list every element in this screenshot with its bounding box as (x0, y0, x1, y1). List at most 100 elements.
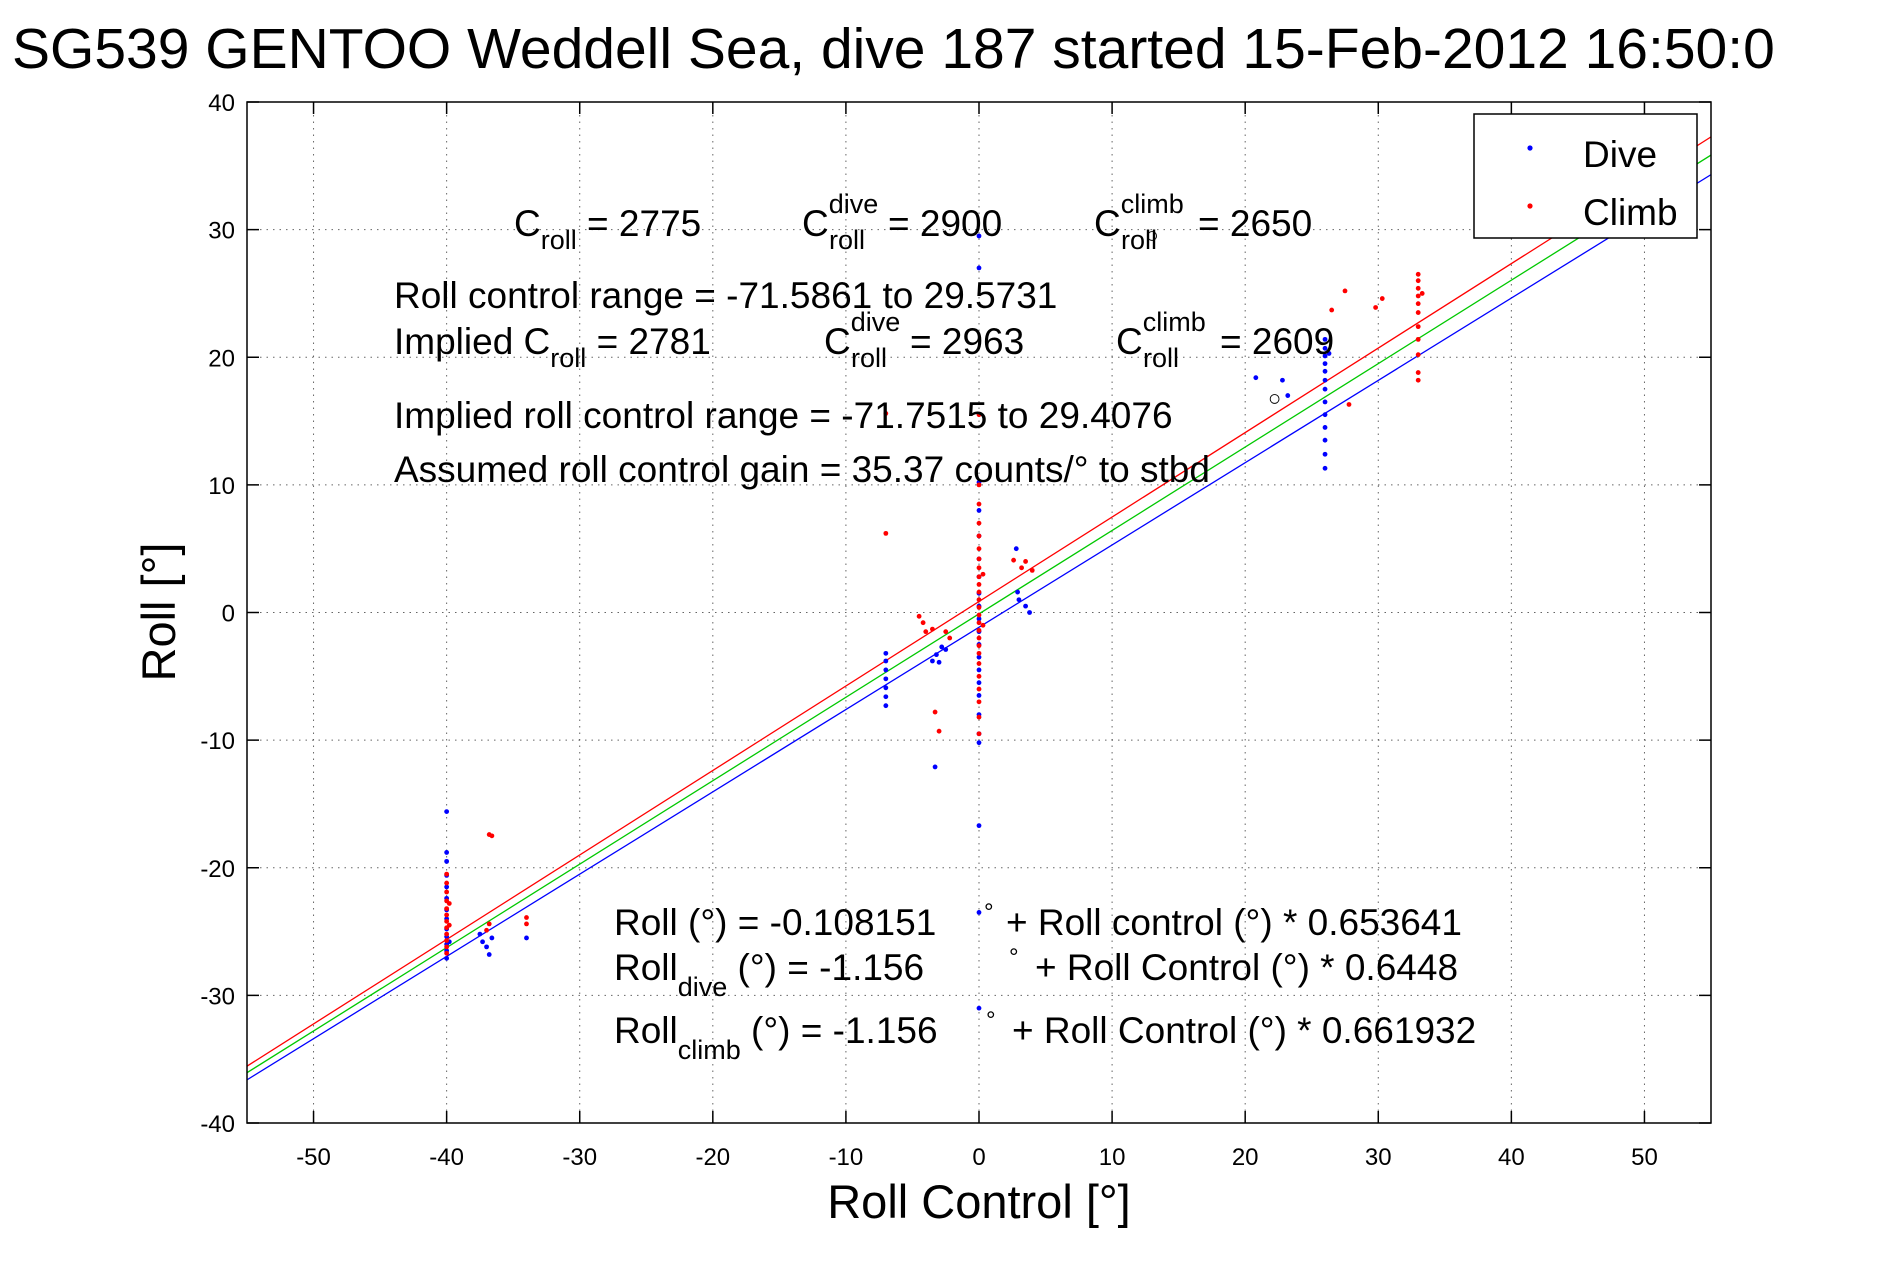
point-climb (444, 880, 450, 886)
point-climb (446, 922, 452, 928)
point-climb (444, 889, 450, 895)
point-climb (1419, 291, 1425, 296)
point-climb (943, 629, 949, 635)
point-climb (883, 411, 889, 416)
eq-climb-mid: (°) = -1.156 (741, 1010, 938, 1051)
point-dive (976, 740, 982, 746)
point-climb (980, 622, 986, 628)
circle-markers: ○○ (1145, 222, 1281, 410)
eq-dive-sub: dive (678, 972, 728, 1002)
point-dive (1322, 386, 1328, 392)
c-dive-sub: roll (829, 225, 865, 255)
y-axis-label: Roll [°] (132, 543, 185, 682)
point-dive (1322, 465, 1328, 471)
point-dive (444, 850, 450, 855)
point-climb (976, 686, 982, 692)
point-dive (883, 650, 889, 656)
x-tick-label: -30 (562, 1144, 597, 1171)
point-climb (1342, 288, 1348, 294)
point-dive (976, 508, 982, 513)
x-tick-label: -50 (296, 1144, 331, 1171)
point-dive (1280, 377, 1285, 383)
point-climb (947, 635, 953, 641)
svg-text:Implied Croll = 2781: Implied Croll = 2781 (394, 321, 711, 373)
eq-climb-deg: ° (986, 1007, 996, 1034)
c-dive-value: = 2900 (888, 203, 1002, 244)
point-climb (976, 673, 982, 679)
point-climb (883, 530, 889, 536)
point-climb (916, 613, 922, 619)
legend-dive-label: Dive (1583, 134, 1657, 175)
point-climb (1415, 271, 1421, 277)
point-dive (932, 764, 938, 770)
point-dive (444, 955, 450, 961)
point-dive (976, 693, 982, 698)
point-dive (1015, 589, 1020, 595)
point-dive (976, 823, 982, 829)
point-climb (976, 533, 982, 539)
point-climb (1415, 336, 1421, 342)
point-dive (1322, 412, 1328, 418)
point-climb (976, 714, 982, 720)
point-climb (976, 604, 982, 610)
svg-text:Cclimb: Cclimb (1116, 307, 1206, 362)
c-climb-sub: roll (1121, 225, 1157, 255)
legend-box (1473, 113, 1698, 239)
point-climb (976, 627, 982, 633)
point-dive (976, 667, 982, 673)
x-tick-label: 10 (1099, 1144, 1126, 1171)
axis-ticks: -50 -40 -30 -20 -10 0 10 20 30 40 50 -40 -30 -20 -10 0 1… (200, 90, 1711, 1171)
point-climb (444, 938, 450, 943)
plot-area (247, 102, 1711, 1123)
point-climb (976, 574, 982, 580)
point-dive (883, 703, 889, 709)
implied-c-dive-label: C (824, 321, 851, 362)
point-climb (976, 597, 982, 603)
legend-dive-marker (1527, 145, 1533, 151)
point-dive (477, 931, 483, 937)
x-axis-label: Roll Control [°] (827, 1175, 1131, 1228)
point-climb (920, 620, 926, 626)
implied-roll-control-range: Implied roll control range = -71.7515 to… (394, 395, 1173, 436)
x-tick-label: 0 (972, 1144, 985, 1171)
implied-c-roll-sub: roll (550, 343, 586, 373)
assumed-gain: Assumed roll control gain = 35.37 counts… (394, 449, 1210, 490)
svg-text:Croll = 2775: Croll = 2775 (514, 203, 701, 255)
point-climb (1415, 352, 1421, 358)
y-tick-label: -30 (200, 983, 235, 1010)
legend-climb-marker (1527, 203, 1533, 209)
chart-title: SG539 GENTOO Weddell Sea, dive 187 start… (12, 17, 1775, 81)
point-dive (1253, 375, 1259, 381)
x-tick-label: 20 (1232, 1144, 1259, 1171)
annotations: Croll = 2775 Cdive roll = 2900 Cclimb ro… (394, 189, 1476, 1065)
point-climb (484, 927, 489, 933)
eq-dive-mid: (°) = -1.156 (727, 947, 924, 988)
point-climb (923, 629, 929, 635)
svg-text:Rollclimb (°) = -1.156: Rollclimb (°) = -1.156 (614, 1010, 938, 1065)
point-dive (1322, 336, 1328, 342)
point-climb (444, 950, 450, 956)
point-dive (489, 935, 495, 941)
svg-text:Rolldive (°) = -1.156: Rolldive (°) = -1.156 (614, 947, 924, 1002)
implied-c-dive-sub: roll (851, 343, 887, 373)
point-climb (446, 901, 452, 906)
point-dive (883, 658, 889, 664)
point-dive (976, 233, 982, 239)
point-climb (1415, 278, 1421, 284)
eq-dive-deg: ° (1009, 944, 1019, 971)
point-climb (1373, 305, 1379, 310)
c-climb-label: C (1094, 203, 1121, 244)
point-dive (943, 647, 949, 652)
point-dive (1013, 546, 1019, 552)
point-dive (1023, 603, 1028, 609)
roll-control-range: Roll control range = -71.5861 to 29.5731 (394, 275, 1057, 316)
point-climb (444, 912, 450, 918)
c-climb-sup: climb (1121, 189, 1184, 219)
y-tick-label: 40 (208, 90, 235, 117)
eq-dive-roll: Roll (614, 947, 678, 988)
point-climb (932, 709, 938, 715)
point-climb (489, 833, 495, 839)
c-dive-sup: dive (829, 189, 879, 219)
eq-climb-right: + Roll Control (°) * 0.661932 (1012, 1010, 1476, 1051)
point-climb (976, 635, 982, 641)
